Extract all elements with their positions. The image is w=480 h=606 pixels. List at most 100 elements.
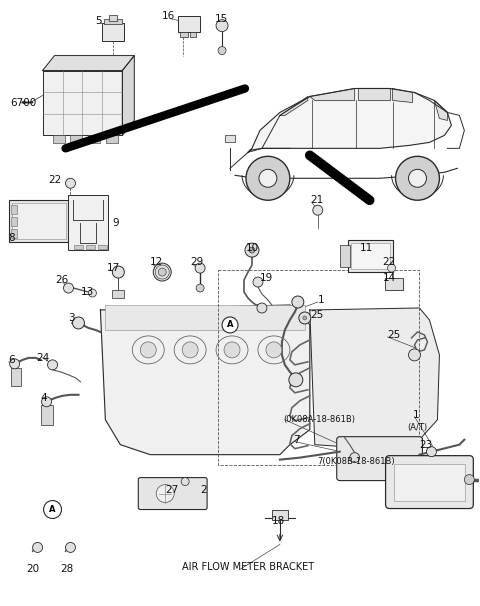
FancyArrow shape xyxy=(22,101,33,104)
Text: 10: 10 xyxy=(246,243,259,253)
Circle shape xyxy=(42,397,51,407)
Bar xyxy=(71,135,83,144)
Polygon shape xyxy=(434,101,447,121)
FancyBboxPatch shape xyxy=(385,456,473,508)
Circle shape xyxy=(140,342,156,358)
Bar xyxy=(9,200,69,242)
Text: A: A xyxy=(227,321,233,330)
Circle shape xyxy=(88,289,96,297)
Circle shape xyxy=(224,342,240,358)
Circle shape xyxy=(396,156,439,200)
Text: 5: 5 xyxy=(96,16,102,25)
Bar xyxy=(98,245,108,249)
FancyBboxPatch shape xyxy=(336,437,422,481)
Circle shape xyxy=(65,542,75,553)
Bar xyxy=(394,464,465,501)
Bar xyxy=(225,135,235,142)
Bar xyxy=(69,195,108,250)
Polygon shape xyxy=(310,308,439,450)
Circle shape xyxy=(112,266,124,278)
Circle shape xyxy=(266,342,282,358)
Text: (0K08A-18-861B): (0K08A-18-861B) xyxy=(283,415,355,424)
Bar xyxy=(11,205,17,214)
Circle shape xyxy=(63,283,73,293)
Text: 4: 4 xyxy=(41,393,47,403)
Circle shape xyxy=(222,317,238,333)
Bar xyxy=(106,305,305,330)
Circle shape xyxy=(303,316,307,320)
Text: 29: 29 xyxy=(190,257,204,267)
Bar xyxy=(52,135,64,144)
Text: 11: 11 xyxy=(360,243,373,253)
Text: 22: 22 xyxy=(383,257,396,267)
Circle shape xyxy=(245,243,259,257)
Circle shape xyxy=(313,205,323,215)
Text: 25: 25 xyxy=(310,310,323,320)
Text: 23: 23 xyxy=(420,440,433,450)
Text: 6: 6 xyxy=(9,355,15,365)
Text: 8: 8 xyxy=(9,233,15,243)
Polygon shape xyxy=(310,88,355,101)
Text: 7: 7 xyxy=(293,435,300,445)
Text: 3: 3 xyxy=(69,313,75,323)
Circle shape xyxy=(218,47,226,55)
Bar xyxy=(190,32,196,36)
Bar xyxy=(351,243,390,269)
Text: 22: 22 xyxy=(48,175,62,185)
Circle shape xyxy=(65,178,75,188)
Bar xyxy=(272,510,288,519)
Bar xyxy=(384,278,403,290)
Text: 25: 25 xyxy=(387,330,401,340)
Circle shape xyxy=(257,303,267,313)
Text: 6700: 6700 xyxy=(11,98,37,108)
Circle shape xyxy=(246,156,290,200)
Circle shape xyxy=(387,264,396,272)
Circle shape xyxy=(292,296,304,308)
Circle shape xyxy=(289,373,303,387)
Bar xyxy=(109,15,117,21)
Text: 17: 17 xyxy=(107,263,120,273)
Polygon shape xyxy=(280,96,308,115)
Text: 9: 9 xyxy=(112,218,119,228)
Circle shape xyxy=(33,542,43,553)
Text: 20: 20 xyxy=(26,564,40,574)
Circle shape xyxy=(156,485,174,502)
Circle shape xyxy=(216,19,228,32)
Text: 24: 24 xyxy=(36,353,50,363)
Bar xyxy=(340,245,350,267)
Text: A: A xyxy=(49,505,56,514)
Bar xyxy=(11,229,17,238)
Circle shape xyxy=(153,263,171,281)
Text: 26: 26 xyxy=(56,275,69,285)
Text: 12: 12 xyxy=(150,257,164,267)
Bar xyxy=(107,135,119,144)
Text: 19: 19 xyxy=(260,273,273,283)
Text: 21: 21 xyxy=(310,195,323,205)
Bar xyxy=(88,135,100,144)
Polygon shape xyxy=(358,88,390,101)
Circle shape xyxy=(464,474,474,485)
Circle shape xyxy=(182,342,198,358)
Bar xyxy=(12,203,65,239)
Polygon shape xyxy=(122,56,134,135)
Circle shape xyxy=(195,263,205,273)
Polygon shape xyxy=(100,305,310,454)
Bar xyxy=(178,16,200,32)
Circle shape xyxy=(299,312,311,324)
Polygon shape xyxy=(43,56,134,70)
Text: 18: 18 xyxy=(272,516,285,527)
Text: 28: 28 xyxy=(60,564,74,574)
Bar xyxy=(112,290,124,298)
Text: 13: 13 xyxy=(81,287,94,297)
Circle shape xyxy=(48,360,58,370)
Circle shape xyxy=(249,247,255,253)
Text: 7(0K08B-18-861B): 7(0K08B-18-861B) xyxy=(318,457,396,466)
Circle shape xyxy=(44,501,61,519)
Text: 1: 1 xyxy=(318,295,324,305)
FancyBboxPatch shape xyxy=(138,478,207,510)
Bar xyxy=(348,240,393,272)
Circle shape xyxy=(158,268,166,276)
Circle shape xyxy=(253,277,263,287)
Text: 27: 27 xyxy=(165,485,179,494)
Circle shape xyxy=(10,359,20,369)
